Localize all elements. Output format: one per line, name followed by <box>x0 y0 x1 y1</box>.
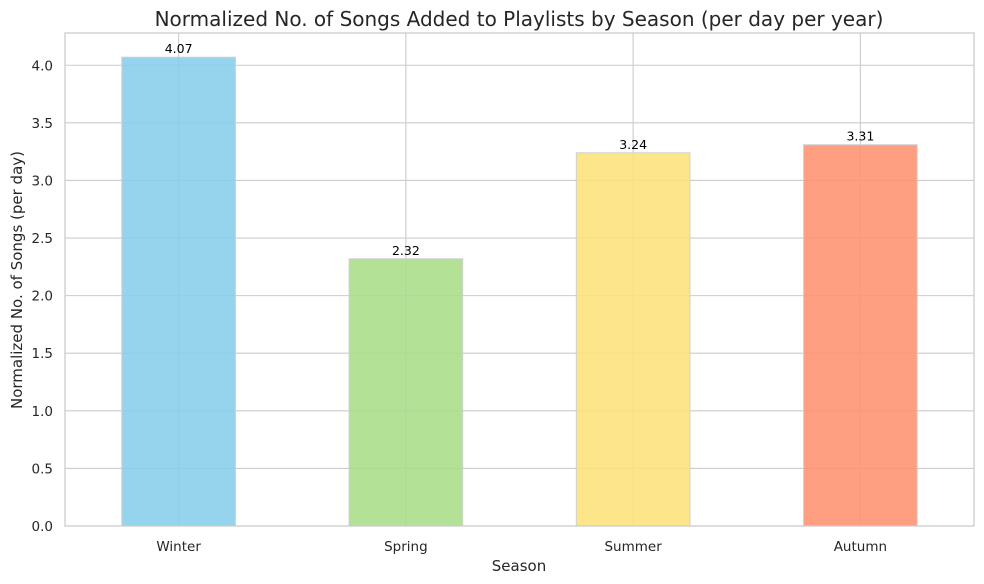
y-tick-label: 2.5 <box>32 231 53 247</box>
y-tick-label: 0.0 <box>32 519 53 535</box>
y-axis-label: Normalized No. of Songs (per day) <box>8 151 26 409</box>
y-tick-label: 0.5 <box>32 461 53 477</box>
data-label-spring: 2.32 <box>392 243 420 258</box>
x-tick-label: Winter <box>156 539 201 555</box>
y-tick-label: 3.0 <box>32 173 53 189</box>
x-tick-label: Summer <box>604 539 662 555</box>
y-tick-label: 3.5 <box>32 116 53 132</box>
data-label-summer: 3.24 <box>619 137 647 152</box>
y-tick-label: 1.5 <box>32 346 53 362</box>
x-axis-label: Season <box>492 557 546 575</box>
data-labels: 4.07 2.32 3.24 3.31 <box>165 41 875 258</box>
x-tick-label: Spring <box>384 539 428 555</box>
bar-winter <box>121 56 236 527</box>
y-tick-label: 4.0 <box>32 58 53 74</box>
x-tick-label: Autumn <box>834 539 887 555</box>
data-label-winter: 4.07 <box>165 41 193 56</box>
y-tick-label: 1.0 <box>32 404 53 420</box>
bar-summer <box>575 152 691 527</box>
tick-labels: 0.0 0.5 1.0 1.5 2.0 2.5 3.0 3.5 4.0 Winter Spring S… <box>32 58 888 555</box>
bar-autumn <box>803 144 918 527</box>
plot-frame <box>64 32 975 527</box>
bar-spring <box>348 258 464 527</box>
data-label-autumn: 3.31 <box>846 129 874 144</box>
y-tick-label: 2.0 <box>32 289 53 305</box>
chart-title: Normalized No. of Songs Added to Playlis… <box>155 7 884 31</box>
bars-layer <box>121 56 918 527</box>
